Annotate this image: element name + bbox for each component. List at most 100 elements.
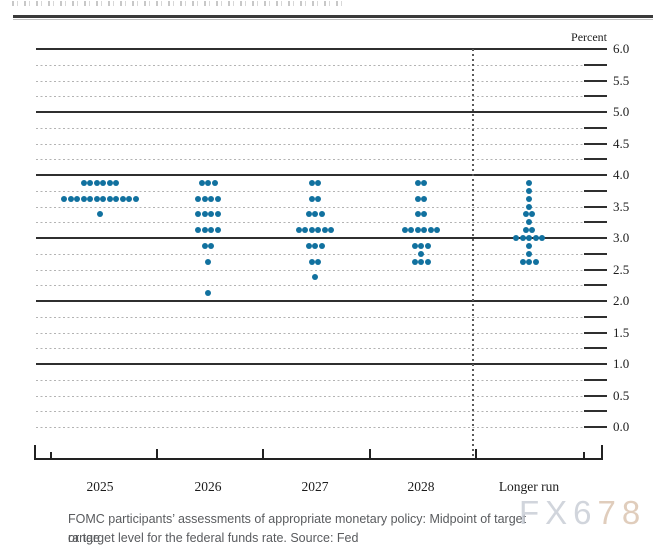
x-label-2027: 2027 — [301, 479, 329, 494]
dot-2028-3.125 — [414, 227, 421, 234]
dot-2028-3.125 — [434, 227, 441, 234]
y-tick-label-2.5: 2.5 — [613, 261, 630, 277]
dot-2027-3.875 — [308, 179, 315, 186]
x-axis-divider-tick — [369, 449, 371, 458]
dot-longer-run-3.25 — [526, 219, 532, 226]
dot-2027-3.125 — [328, 227, 335, 234]
dot-2026-3.875 — [211, 179, 218, 186]
dot-2025-3.875 — [93, 179, 100, 186]
dot-2027-3.375 — [305, 211, 312, 218]
dot-2025-3.875 — [100, 179, 107, 186]
chart-caption-line2: or target level for the federal funds ra… — [68, 531, 359, 545]
dot-2025-3.625 — [106, 195, 113, 202]
dot-2025-3.625 — [100, 195, 107, 202]
x-axis-corner-tick — [601, 445, 603, 458]
dot-longer-run-2.625 — [519, 258, 526, 265]
dot-longer-run-3.375 — [529, 211, 536, 218]
dot-2028-3.125 — [401, 227, 408, 234]
dot-2026-3.625 — [201, 195, 208, 202]
gridline-dashed-0 — [36, 427, 584, 428]
dot-2026-3.125 — [214, 227, 221, 234]
dot-longer-run-3 — [526, 235, 532, 241]
dot-2028-2.75 — [418, 250, 424, 257]
y-tick-4.75 — [584, 126, 607, 129]
dot-2028-2.875 — [424, 242, 431, 249]
watermark-gray-part: FX6 — [519, 494, 598, 531]
dot-longer-run-3.125 — [529, 227, 536, 234]
dot-2026-3.125 — [208, 227, 215, 234]
dot-longer-run-3.375 — [522, 211, 529, 218]
dot-2026-2.875 — [208, 242, 215, 249]
dot-2025-3.625 — [61, 195, 68, 202]
dot-2028-3.625 — [414, 195, 421, 202]
dot-2027-3.875 — [315, 179, 322, 186]
y-tick-label-1.5: 1.5 — [613, 324, 630, 340]
dot-longer-run-3 — [539, 235, 545, 241]
dot-2025-3.625 — [74, 195, 81, 202]
y-tick-label-1.0: 1.0 — [613, 356, 630, 371]
dot-longer-run-3.875 — [526, 179, 532, 186]
dot-2025-3.625 — [80, 195, 87, 202]
gridline-dashed-2.5 — [36, 269, 584, 271]
x-label-2025: 2025 — [86, 479, 114, 494]
gridline-dashed-2.75 — [36, 253, 584, 255]
y-tick-0.75 — [584, 378, 607, 381]
gridline-dashed-5.25 — [36, 96, 584, 98]
dot-2027-3.125 — [295, 227, 302, 234]
y-tick-label-4.0: 4.0 — [613, 167, 630, 182]
gridline-dashed-1.5 — [36, 332, 584, 334]
watermark-tan-part: 78 — [597, 494, 647, 531]
dot-2028-3.125 — [421, 227, 428, 234]
dot-2028-2.625 — [411, 258, 418, 265]
y-tick-3.5 — [584, 205, 607, 208]
y-tick-1.5 — [584, 331, 607, 334]
dot-longer-run-3 — [519, 235, 526, 241]
gridline-solid-3 — [36, 237, 607, 239]
dot-2028-2.625 — [418, 258, 424, 265]
gridline-solid-2 — [36, 300, 607, 302]
x-axis-minor-tick — [583, 452, 585, 458]
gridline-dashed-3.25 — [36, 222, 584, 224]
y-tick-5.25 — [584, 95, 607, 98]
dot-2028-3.875 — [421, 179, 428, 186]
y-tick-3.75 — [584, 189, 607, 192]
x-label-2028: 2028 — [407, 479, 435, 494]
dot-2027-3.375 — [318, 211, 325, 218]
gridline-solid-4 — [36, 174, 607, 176]
x-axis-minor-tick — [50, 452, 52, 458]
x-label-longer-run: Longer run — [498, 479, 560, 494]
dot-2027-2.875 — [305, 242, 312, 249]
gridline-solid-6 — [36, 48, 607, 50]
y-tick-5.75 — [584, 63, 607, 66]
y-axis-unit-label: Percent — [571, 30, 607, 44]
y-tick-label-3.0: 3.0 — [613, 230, 630, 245]
dot-2026-3.625 — [214, 195, 221, 202]
y-tick-label-0.5: 0.5 — [613, 387, 630, 403]
dot-2027-2.625 — [315, 258, 322, 265]
top-rule-shadow — [13, 19, 653, 20]
dot-2027-2.875 — [318, 242, 325, 249]
gridline-dashed-0.75 — [36, 379, 584, 381]
y-tick-label-3.5: 3.5 — [613, 198, 630, 214]
dot-2026-3.375 — [201, 211, 208, 218]
dot-2028-2.625 — [424, 258, 431, 265]
dot-2026-3.375 — [214, 211, 221, 218]
dot-2026-3.875 — [205, 179, 211, 186]
gridline-dashed-4.25 — [36, 159, 584, 161]
gridline-dashed-4.75 — [36, 127, 584, 129]
dot-2026-3.375 — [208, 211, 215, 218]
dot-2025-3.625 — [67, 195, 74, 202]
gridline-dashed-0.25 — [36, 411, 584, 413]
y-tick-2.5 — [584, 268, 607, 271]
gridline-dashed-1.75 — [36, 316, 584, 318]
x-axis-line — [34, 458, 603, 460]
dot-longer-run-2.875 — [526, 242, 532, 249]
x-axis-corner-tick — [34, 445, 36, 458]
dot-longer-run-2.625 — [532, 258, 539, 265]
dot-2025-3.625 — [93, 195, 100, 202]
dot-2026-2.875 — [201, 242, 208, 249]
gridline-dashed-5.5 — [36, 80, 584, 82]
gridline-dashed-2.25 — [36, 285, 584, 287]
dot-longer-run-3 — [513, 235, 519, 241]
